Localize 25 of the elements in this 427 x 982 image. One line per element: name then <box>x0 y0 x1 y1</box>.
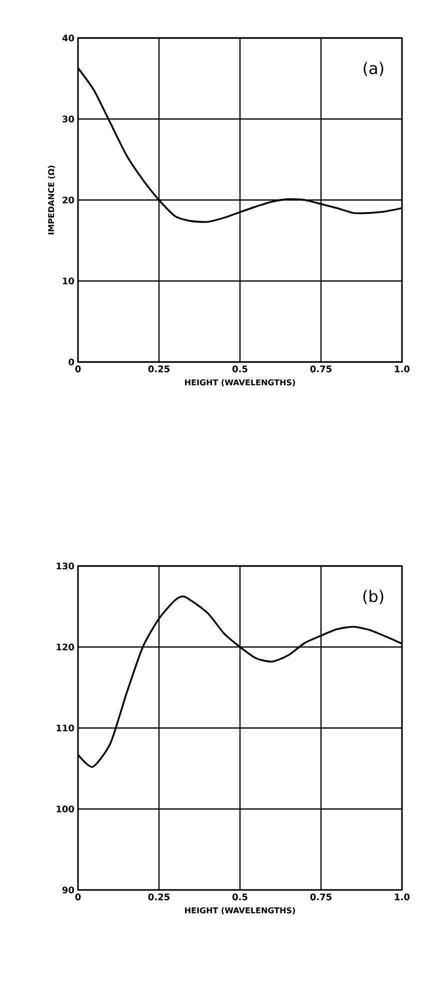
y-tick-label: 100 <box>56 806 74 812</box>
x-tick-label: 0.5 <box>232 894 248 900</box>
x-tick-label: 0.25 <box>148 894 170 900</box>
y-tick-label: 110 <box>56 724 74 732</box>
y-tick-label: 40 <box>62 34 74 42</box>
x-tick-label: 1.0 <box>395 366 410 372</box>
x-tick-label: 0 <box>75 366 81 372</box>
x-tick-label: 0 <box>75 894 81 900</box>
y-tick-label: 130 <box>56 562 74 570</box>
y-tick-label: 30 <box>62 116 74 122</box>
y-tick-label: 0 <box>68 358 74 366</box>
x-tick-label: 0.25 <box>148 366 170 372</box>
x-axis-title: HEIGHT (WAVELENGTHS) <box>185 379 295 386</box>
y-tick-label: 20 <box>62 196 74 204</box>
y-tick-label: 120 <box>56 644 74 650</box>
y-tick-label: 10 <box>62 278 74 284</box>
y-axis-title: IMPEDANCE (Ω) <box>48 166 56 234</box>
x-tick-label: 0.75 <box>310 894 332 900</box>
x-tick-label: 0.5 <box>232 366 248 372</box>
annotation: (a) <box>364 62 384 76</box>
x-tick-label: 0.75 <box>310 366 332 372</box>
y-tick-label: 90 <box>62 886 74 894</box>
annotation: (b) <box>363 590 384 604</box>
x-tick-label: 1.0 <box>395 894 410 900</box>
x-axis-title: HEIGHT (WAVELENGTHS) <box>185 907 295 914</box>
